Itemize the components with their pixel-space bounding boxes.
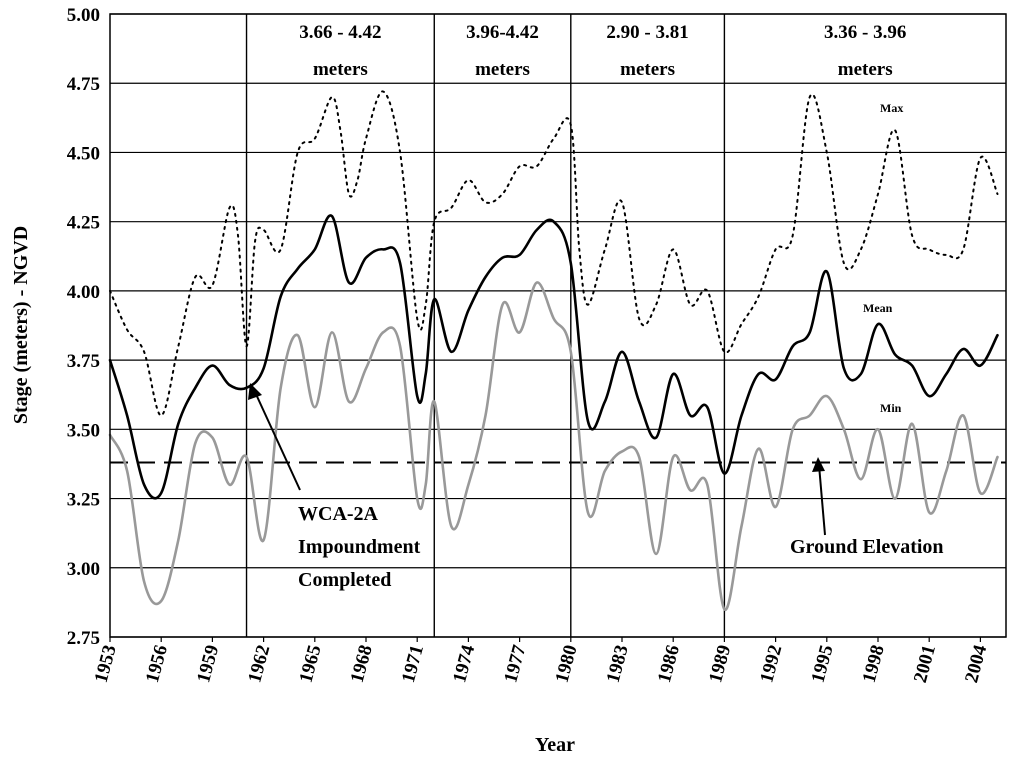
x-tick-label: 1971: [398, 643, 428, 685]
period-range-label: 3.36 - 3.96: [824, 22, 906, 43]
y-tick-label: 2.75: [67, 628, 100, 649]
y-tick-label: 3.75: [67, 351, 100, 372]
wca-label-line3: Completed: [298, 569, 391, 591]
x-tick-label: 1980: [552, 643, 582, 685]
x-tick-label: 1977: [500, 642, 530, 685]
x-tick-label: 1956: [142, 643, 172, 685]
wca-annotation: WCA-2A Impoundment Completed: [248, 383, 421, 591]
x-tick-label: 2001: [910, 643, 940, 685]
period-labels: 3.66 - 4.42 meters 3.96-4.42 meters 2.90 - 3…: [299, 22, 906, 80]
x-tick-label: 1953: [91, 643, 121, 685]
x-tick-label: 1959: [193, 643, 223, 685]
y-tick-labels: 5.00 4.75 4.50 4.25 4.00 3.75 3.50 3.25 3.00 2.75: [67, 5, 100, 649]
x-tick-label: 1974: [449, 642, 479, 685]
x-tick-label: 1965: [296, 643, 326, 685]
ground-annotation: Ground Elevation: [790, 457, 944, 558]
x-tick-labels: 1953 1956 1959 1962 1965 1968 1971 1974 1977 1980…: [91, 642, 992, 685]
series-line-max: [109, 90, 999, 417]
period-range-label: 3.96-4.42: [466, 22, 539, 43]
y-axis-title: Stage (meters) - NGVD: [10, 226, 32, 424]
period-unit-label: meters: [475, 59, 530, 80]
y-tick-label: 4.00: [67, 282, 100, 303]
period-range-label: 3.66 - 4.42: [299, 22, 381, 43]
series-layer: [108, 90, 999, 611]
y-tick-label: 3.00: [67, 559, 100, 580]
series-line-min: [108, 281, 999, 611]
period-range-label: 2.90 - 3.81: [606, 22, 688, 43]
ground-arrow-line: [818, 464, 826, 536]
period-unit-label: meters: [620, 59, 675, 80]
period-unit-label: meters: [838, 59, 893, 80]
y-tick-label: 3.50: [67, 420, 100, 441]
x-axis-title: Year: [535, 734, 575, 756]
wca-label-line2: Impoundment: [298, 536, 421, 558]
period-unit-label: meters: [313, 59, 368, 80]
x-tick-label: 1992: [756, 643, 786, 685]
wca-arrow-line: [254, 391, 301, 491]
wca-label-line1: WCA-2A: [298, 503, 379, 525]
y-tick-label: 3.25: [67, 490, 100, 511]
ground-arrow-head: [812, 457, 825, 472]
x-tick-label: 2004: [961, 642, 991, 685]
period-dividers: [245, 14, 726, 637]
y-tick-label: 5.00: [67, 5, 100, 26]
plot-frame: [109, 13, 1007, 638]
x-tick-label: 1995: [808, 643, 838, 685]
x-tick-label: 1986: [654, 643, 684, 685]
series-line-mean: [108, 214, 999, 500]
x-tick-label: 1962: [244, 643, 274, 685]
x-tick-label: 1989: [705, 643, 735, 685]
min-series-label: Min: [880, 401, 902, 415]
y-tick-label: 4.50: [67, 143, 100, 164]
y-tick-label: 4.25: [67, 213, 100, 234]
wca-arrow-head: [248, 383, 262, 400]
mean-series-label: Mean: [863, 301, 893, 315]
x-tick-label: 1998: [859, 643, 889, 685]
x-tick-label: 1983: [603, 643, 633, 685]
ground-elevation-label: Ground Elevation: [790, 536, 944, 558]
max-series-label: Max: [880, 101, 903, 115]
y-tick-label: 4.75: [67, 74, 100, 95]
x-tick-label: 1968: [347, 643, 377, 685]
